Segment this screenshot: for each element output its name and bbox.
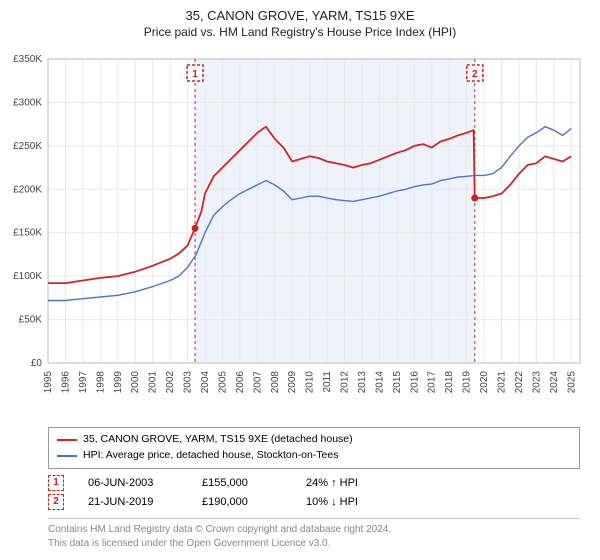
legend-swatch (57, 439, 77, 441)
x-tick-label: 2020 (479, 371, 490, 394)
y-tick-label: £300K (13, 97, 42, 108)
sales-table: 1 06-JUN-2003 £155,000 24% ↑ HPI 2 21-JUN-201… (48, 475, 580, 510)
x-tick-label: 1998 (95, 371, 106, 394)
x-tick-label: 2011 (322, 371, 333, 393)
chart-plot: £0 £50K £100K £150K £200K £250K £300K £350K 1995… (0, 43, 600, 423)
x-tick-label: 2014 (374, 371, 385, 394)
y-tick-label: £50K (19, 315, 43, 326)
x-tick-label: 2018 (444, 371, 455, 394)
sale-marker-ref: 1 (48, 475, 64, 491)
x-tick-label: 2009 (287, 371, 298, 394)
attribution-line: Contains HM Land Registry data © Crown c… (48, 523, 580, 537)
sale-marker-number: 2 (472, 69, 478, 80)
x-tick-label: 1999 (113, 371, 124, 394)
sale-row: 1 06-JUN-2003 £155,000 24% ↑ HPI (48, 475, 580, 491)
x-tick-label: 2010 (305, 371, 316, 394)
sale-point (471, 194, 478, 201)
x-tick-label: 2006 (235, 371, 246, 394)
x-tick-label: 1995 (43, 371, 54, 394)
chart-svg: £0 £50K £100K £150K £200K £250K £300K £350K 1995… (0, 43, 600, 423)
x-tick-label: 2025 (566, 371, 577, 394)
legend-item: 35, CANON GROVE, YARM, TS15 9XE (detache… (57, 432, 571, 448)
sale-diff: 10% ↓ HPI (306, 496, 386, 508)
attribution-line: This data is licensed under the Open Gov… (48, 537, 580, 551)
x-tick-label: 2003 (183, 371, 194, 394)
sale-point (192, 225, 199, 232)
legend-swatch (57, 455, 77, 457)
x-tick-label: 1996 (60, 371, 71, 394)
x-tick-label: 2013 (357, 371, 368, 394)
chart-container: { "title": { "main": "35, CANON GROVE, Y… (0, 0, 600, 551)
y-tick-label: £100K (13, 271, 42, 282)
x-tick-label: 2016 (409, 371, 420, 394)
x-tick-label: 2019 (462, 371, 473, 394)
sale-price: £190,000 (202, 496, 282, 508)
x-tick-label: 2008 (270, 371, 281, 394)
x-tick-label: 2017 (427, 371, 438, 394)
sale-row: 2 21-JUN-2019 £190,000 10% ↓ HPI (48, 494, 580, 510)
y-tick-label: £350K (13, 54, 42, 65)
sale-price: £155,000 (202, 477, 282, 489)
legend-label: HPI: Average price, detached house, Stoc… (83, 448, 338, 464)
x-tick-label: 2005 (217, 371, 228, 394)
x-tick-label: 1997 (78, 371, 89, 394)
legend: 35, CANON GROVE, YARM, TS15 9XE (detache… (48, 427, 580, 469)
x-tick-label: 2022 (514, 371, 525, 394)
sale-date: 21-JUN-2019 (88, 496, 178, 508)
sale-date: 06-JUN-2003 (88, 477, 178, 489)
legend-label: 35, CANON GROVE, YARM, TS15 9XE (detache… (83, 432, 353, 448)
legend-item: HPI: Average price, detached house, Stoc… (57, 448, 571, 464)
chart-title: 35, CANON GROVE, YARM, TS15 9XE (0, 8, 600, 23)
x-tick-label: 2012 (340, 371, 351, 394)
x-tick-label: 2015 (392, 371, 403, 394)
attribution: Contains HM Land Registry data © Crown c… (48, 518, 580, 551)
y-tick-label: £200K (13, 184, 42, 195)
x-tick-label: 2021 (497, 371, 508, 394)
x-tick-label: 2024 (549, 371, 560, 394)
title-block: 35, CANON GROVE, YARM, TS15 9XE Price pa… (0, 0, 600, 43)
sale-diff: 24% ↑ HPI (306, 477, 386, 489)
sale-marker-ref: 2 (48, 494, 64, 510)
y-tick-label: £250K (13, 141, 42, 152)
x-tick-label: 2023 (531, 371, 542, 394)
y-tick-label: £150K (13, 228, 42, 239)
x-tick-label: 2002 (165, 371, 176, 394)
sale-marker-number: 1 (192, 69, 198, 80)
x-tick-label: 2001 (148, 371, 159, 394)
ownership-band (195, 59, 475, 363)
x-tick-label: 2004 (200, 371, 211, 394)
x-tick-label: 2000 (130, 371, 141, 394)
chart-subtitle: Price paid vs. HM Land Registry's House … (0, 25, 600, 39)
y-tick-label: £0 (31, 358, 43, 369)
x-tick-label: 2007 (252, 371, 263, 394)
